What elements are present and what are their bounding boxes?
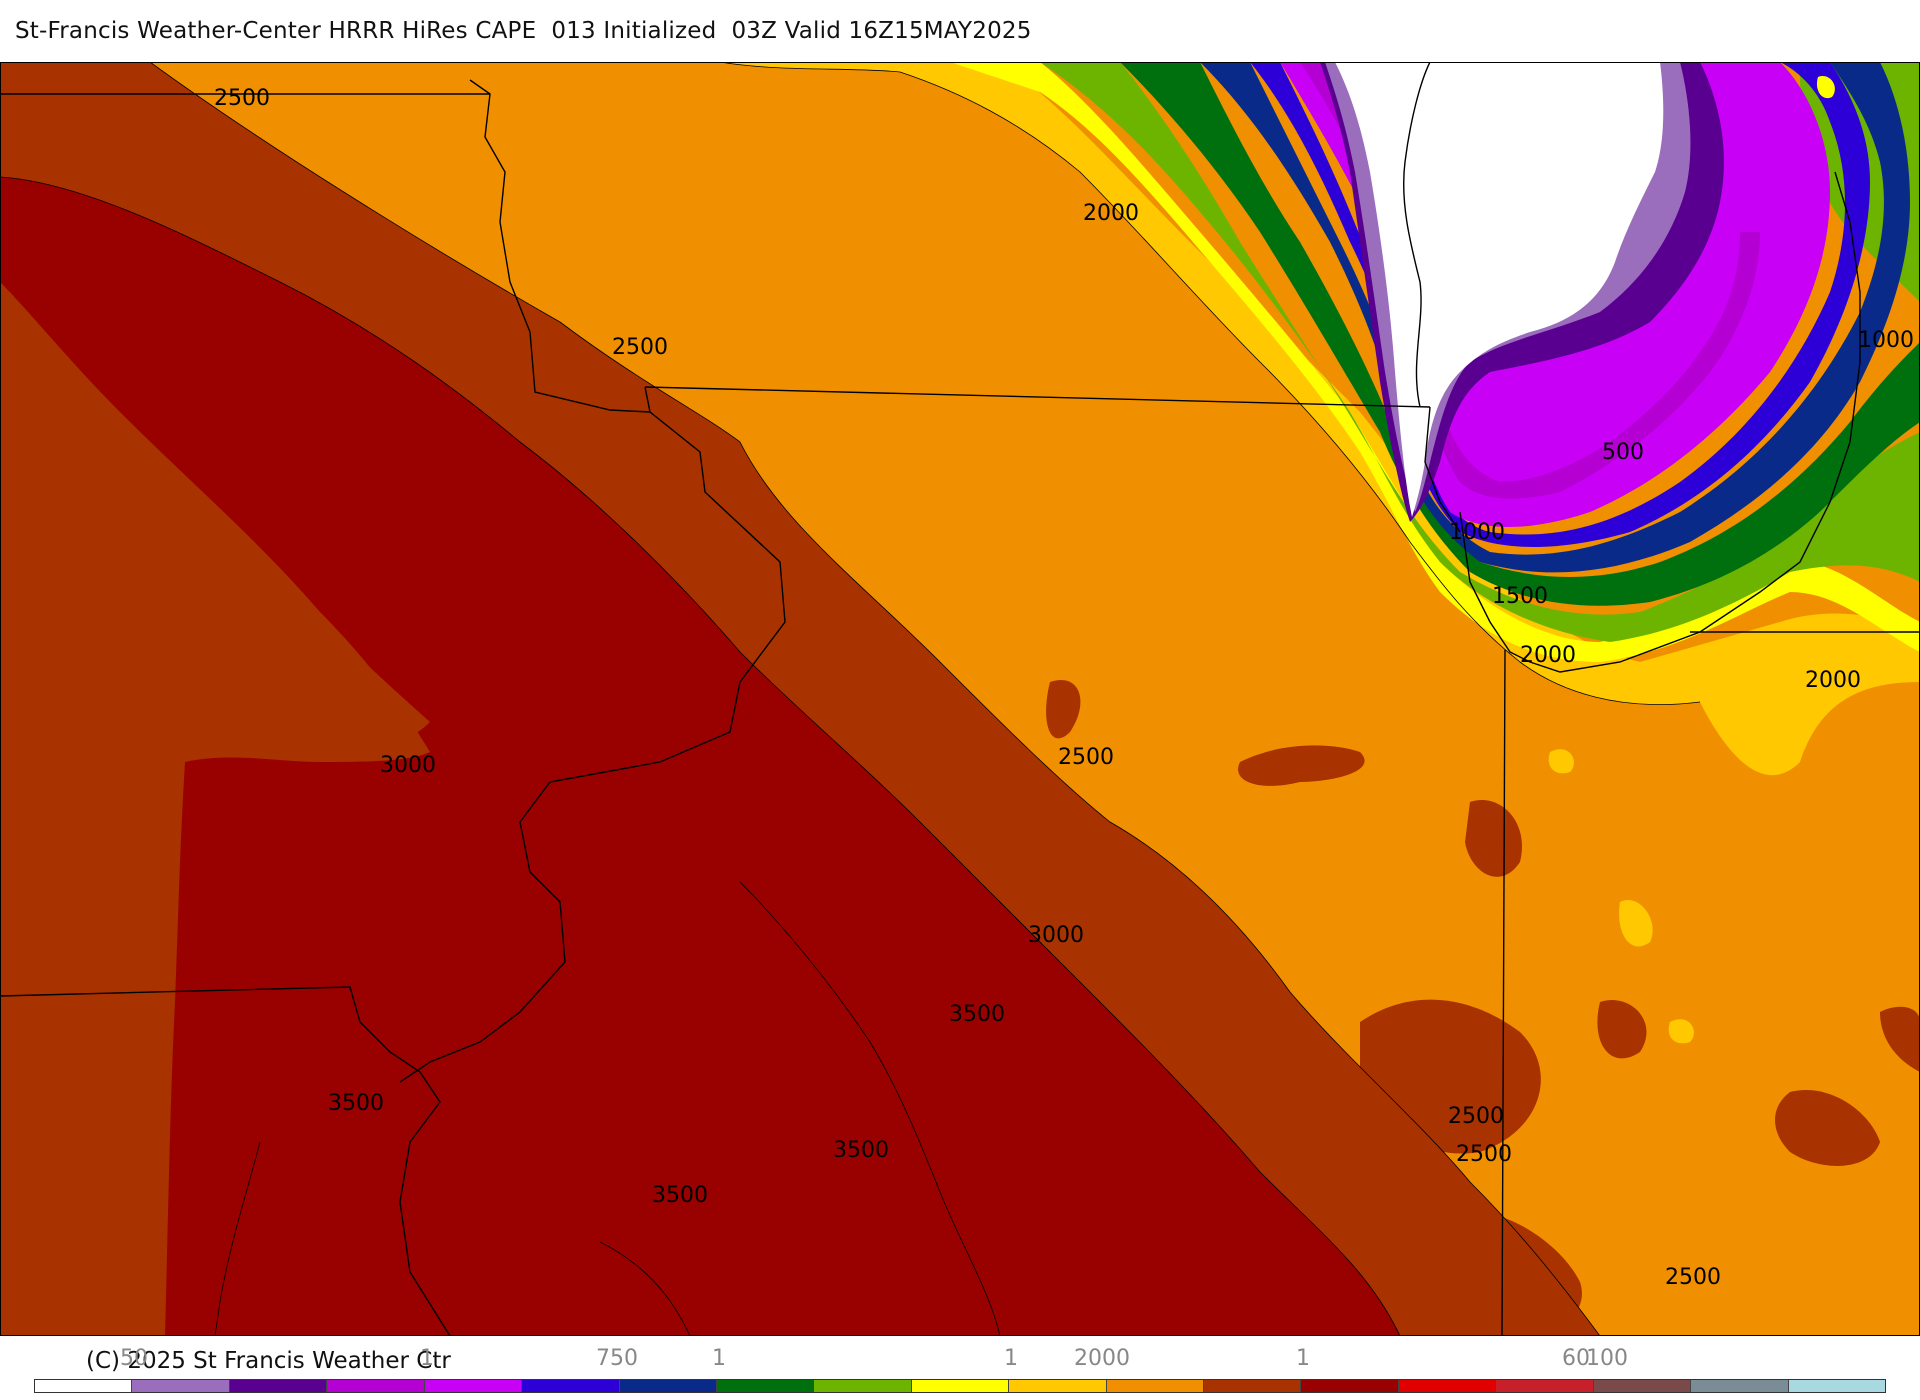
navy-band — [1200, 62, 1910, 573]
scale-label: 1 — [712, 1346, 726, 1371]
contour-label: 1000 — [1858, 328, 1914, 353]
contour-label: 3500 — [833, 1138, 889, 1163]
color-swatch — [814, 1380, 912, 1392]
boundary-6 — [1459, 171, 1861, 673]
gold-blob-3 — [1668, 1019, 1694, 1044]
boundary-5 — [0, 986, 451, 1336]
rust-blob-3 — [1046, 680, 1081, 739]
contour-label: 3000 — [1028, 923, 1084, 948]
gold-blob-2 — [1548, 749, 1574, 774]
boundary-2 — [469, 79, 651, 413]
rust-blob-7 — [1880, 1006, 1920, 1072]
map-panel[interactable]: 2500 2000 2500 1000 500 1000 1500 2000 2… — [0, 62, 1920, 1336]
boundary-4 — [399, 386, 786, 1083]
contour-line-2 — [0, 176, 1401, 1336]
color-swatch — [229, 1380, 328, 1392]
scale-label: 2000 — [1074, 1346, 1130, 1371]
contour-label: 1000 — [1449, 520, 1505, 545]
contour-label: 3500 — [949, 1002, 1005, 1027]
contour-label: 2500 — [612, 335, 668, 360]
scale-label: 60 — [1562, 1346, 1590, 1371]
map-title: St-Francis Weather-Center HRRR HiRes CAP… — [15, 18, 1032, 44]
dark-red-core — [0, 177, 1400, 1336]
contour-labels: 2500 2000 2500 1000 500 1000 1500 2000 2… — [214, 86, 1914, 1290]
boundaries — [0, 62, 1920, 1336]
legend-panel: (C) 2025 St Francis Weather Ctr 50 1 750… — [0, 1336, 1920, 1400]
gold-blob-1 — [1619, 900, 1653, 947]
scale-label: 1 — [1296, 1346, 1310, 1371]
contour-label: 2000 — [1520, 643, 1576, 668]
color-swatch — [1496, 1380, 1594, 1392]
contour-lines — [0, 62, 1701, 1336]
color-swatch — [1301, 1380, 1399, 1392]
scale-label: 100 — [1586, 1346, 1628, 1371]
contour-label: 2500 — [1456, 1142, 1512, 1167]
white-region — [1335, 62, 1664, 517]
boundary-7 — [1501, 649, 1506, 1336]
contour-line-5 — [214, 1141, 261, 1336]
contour-label: 2500 — [1665, 1265, 1721, 1290]
contour-line-6 — [599, 1241, 691, 1336]
contour-label: 2000 — [1805, 668, 1861, 693]
rust-blob-1 — [1238, 745, 1365, 786]
title-bar: St-Francis Weather-Center HRRR HiRes CAP… — [0, 0, 1920, 62]
color-swatch — [619, 1380, 717, 1392]
color-swatch — [1009, 1380, 1107, 1392]
color-swatch — [424, 1380, 523, 1392]
dark-green-band — [1120, 62, 1920, 606]
contour-label: 500 — [1602, 440, 1644, 465]
color-swatch — [911, 1380, 1010, 1392]
rust-blob-4 — [1360, 999, 1541, 1154]
color-scale-bar — [34, 1379, 1886, 1393]
contour-label: 2500 — [1448, 1104, 1504, 1129]
color-swatch — [1106, 1380, 1205, 1392]
rust-blob-2 — [1465, 800, 1522, 877]
rust-blob-8 — [1433, 1210, 1582, 1336]
color-swatch — [522, 1380, 620, 1392]
contour-label: 1500 — [1492, 584, 1548, 609]
color-swatch — [35, 1380, 133, 1392]
contour-line-3 — [149, 62, 1601, 1336]
color-swatch — [327, 1380, 425, 1392]
color-swatch — [1691, 1380, 1789, 1392]
color-swatch — [132, 1380, 230, 1392]
contour-label: 2500 — [214, 86, 270, 111]
rust-blob-6 — [1775, 1090, 1880, 1166]
copyright-text: (C) 2025 St Francis Weather Ctr — [86, 1348, 451, 1374]
yellow-blob-1 — [1816, 76, 1835, 99]
color-swatch — [1788, 1380, 1886, 1392]
color-swatch — [716, 1380, 815, 1392]
contour-label: 2500 — [1058, 745, 1114, 770]
contour-line-4 — [739, 881, 1001, 1336]
contour-label: 2000 — [1083, 201, 1139, 226]
boundary-3 — [644, 386, 1431, 408]
boundary-10 — [1402, 62, 1431, 408]
color-swatch — [1204, 1380, 1302, 1392]
scale-label: 750 — [596, 1346, 638, 1371]
color-swatch — [1593, 1380, 1692, 1392]
rust-pocket-left — [10, 292, 430, 762]
gold-top-band — [720, 62, 1920, 776]
contour-label: 3500 — [652, 1183, 708, 1208]
color-swatch — [1398, 1380, 1497, 1392]
boundary-9 — [1424, 406, 1461, 533]
contour-label: 3500 — [328, 1091, 384, 1116]
scale-label: 1 — [1004, 1346, 1018, 1371]
rust-blob-5 — [1597, 1000, 1647, 1059]
contour-label: 3000 — [380, 753, 436, 778]
contour-line-1 — [719, 62, 1701, 705]
scale-label: 1 — [420, 1346, 434, 1371]
scale-label: 50 — [120, 1346, 148, 1371]
cape-map[interactable]: 2500 2000 2500 1000 500 1000 1500 2000 2… — [0, 62, 1920, 1336]
